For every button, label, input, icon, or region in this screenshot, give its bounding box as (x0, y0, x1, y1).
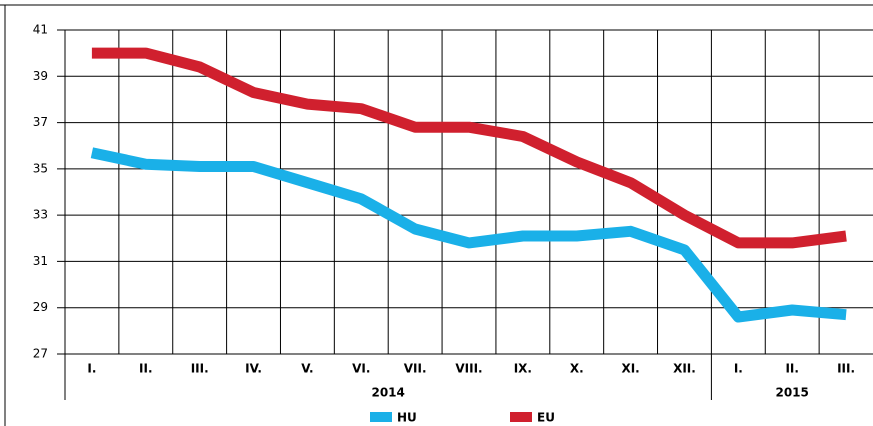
x-tick-label: III. (191, 362, 209, 376)
x-tick-label: III. (837, 362, 855, 376)
x-tick-label: VII. (404, 362, 427, 376)
x-tick-label: V. (301, 362, 313, 376)
x-tick-label: II. (139, 362, 153, 376)
year-label: 2015 (775, 386, 808, 400)
y-tick-label: 27 (33, 347, 48, 361)
y-tick-label: 41 (33, 23, 48, 37)
year-label: 2014 (371, 386, 404, 400)
x-tick-label: VI. (352, 362, 370, 376)
x-tick-label: XII. (673, 362, 696, 376)
legend-swatch (370, 412, 392, 422)
x-tick-label: IX. (514, 362, 532, 376)
line-series (91, 47, 847, 249)
x-tick-label: IV. (245, 362, 262, 376)
y-tick-label: 33 (33, 208, 48, 222)
x-tick-label: X. (570, 362, 584, 376)
x-tick-label: I. (87, 362, 96, 376)
x-tick-label: VIII. (455, 362, 482, 376)
legend-label: HU (397, 411, 417, 425)
y-tick-label: 35 (33, 161, 48, 175)
y-tick-label: 37 (33, 115, 48, 129)
legend-label: EU (537, 411, 555, 425)
y-tick-label: 39 (33, 69, 48, 83)
x-tick-label: XI. (621, 362, 639, 376)
x-tick-label: II. (785, 362, 799, 376)
x-tick-label: I. (734, 362, 743, 376)
y-tick-label: 31 (33, 254, 48, 268)
line-series (90, 147, 847, 323)
legend-swatch (510, 412, 532, 422)
y-tick-label: 29 (33, 300, 48, 314)
